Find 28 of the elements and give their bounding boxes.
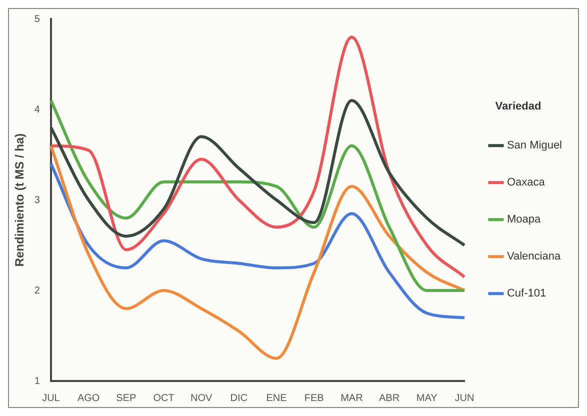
x-tick-label: OCT [153, 392, 174, 404]
x-tick-label: ABR [379, 392, 400, 404]
y-tick-label: 5 [34, 14, 40, 25]
line-series [49, 144, 466, 360]
y-tick-label: 3 [34, 194, 40, 206]
legend-title: Variedad [495, 100, 542, 112]
y-tick-label: 4 [34, 104, 40, 116]
x-tick-label: AGO [77, 392, 100, 404]
x-tick-label: DIC [230, 392, 248, 404]
legend-label: Cuf-101 [506, 288, 546, 300]
y-tick-label: 1 [34, 376, 40, 387]
x-tick-label: JUL [42, 392, 60, 404]
line-series [49, 162, 466, 320]
line-series [49, 98, 466, 292]
x-tick-label: SEP [116, 392, 136, 404]
x-tick-label: FEB [304, 392, 324, 404]
y-axis-title: Rendimiento (t MS / ha) [12, 133, 27, 267]
line-series [49, 36, 466, 278]
x-tick-label: JUN [454, 392, 474, 404]
legend-label: Oaxaca [506, 176, 546, 189]
legend-label: San Miguel [506, 140, 562, 152]
x-tick-label: MAY [416, 392, 438, 404]
x-tick-label: ENE [266, 392, 288, 404]
legend-label: Moapa [506, 214, 542, 226]
y-tick-label: 2 [34, 285, 40, 296]
x-tick-label: NOV [190, 392, 212, 404]
x-tick-label: MAR [340, 392, 363, 404]
legend-label: Valenciana [506, 250, 562, 263]
